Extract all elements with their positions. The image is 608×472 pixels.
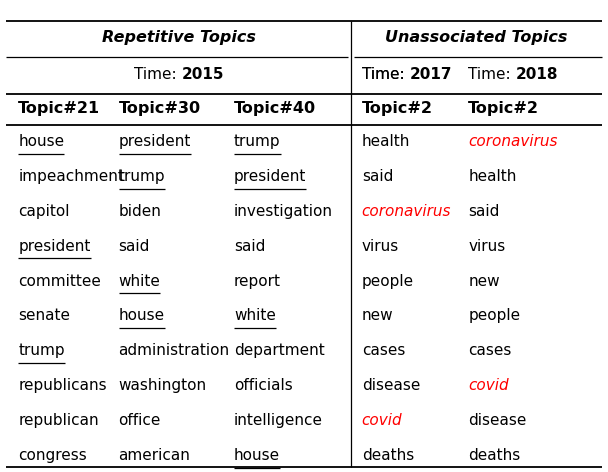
Text: president: president xyxy=(234,169,306,184)
Text: said: said xyxy=(468,204,500,219)
Text: Topic#30: Topic#30 xyxy=(119,101,201,116)
Text: said: said xyxy=(119,239,150,254)
Text: president: president xyxy=(18,239,91,254)
Text: intelligence: intelligence xyxy=(234,413,323,428)
Text: coronavirus: coronavirus xyxy=(362,204,451,219)
Text: coronavirus: coronavirus xyxy=(468,134,558,149)
Text: Topic#2: Topic#2 xyxy=(362,101,433,116)
Text: president: president xyxy=(119,134,191,149)
Text: Repetitive Topics: Repetitive Topics xyxy=(102,30,256,45)
Text: cases: cases xyxy=(362,343,405,358)
Text: 2015: 2015 xyxy=(181,67,224,82)
Text: Topic#2: Topic#2 xyxy=(468,101,539,116)
Text: republicans: republicans xyxy=(18,378,107,393)
Text: virus: virus xyxy=(362,239,399,254)
Text: senate: senate xyxy=(18,309,71,323)
Text: trump: trump xyxy=(18,343,65,358)
Text: Time:: Time: xyxy=(468,67,516,82)
Text: biden: biden xyxy=(119,204,162,219)
Text: house: house xyxy=(119,309,165,323)
Text: Time:: Time: xyxy=(362,67,409,82)
Text: Time:: Time: xyxy=(362,67,409,82)
Text: Topic#40: Topic#40 xyxy=(234,101,316,116)
Text: Topic#21: Topic#21 xyxy=(18,101,100,116)
Text: cases: cases xyxy=(468,343,511,358)
Text: Unassociated Topics: Unassociated Topics xyxy=(385,30,568,45)
Text: new: new xyxy=(362,309,393,323)
Text: office: office xyxy=(119,413,161,428)
Text: said: said xyxy=(234,239,266,254)
Text: deaths: deaths xyxy=(362,448,414,463)
Text: deaths: deaths xyxy=(468,448,520,463)
Text: american: american xyxy=(119,448,190,463)
Text: people: people xyxy=(362,274,414,288)
Text: covid: covid xyxy=(468,378,509,393)
Text: house: house xyxy=(18,134,64,149)
Text: congress: congress xyxy=(18,448,87,463)
Text: committee: committee xyxy=(18,274,101,288)
Text: health: health xyxy=(468,169,517,184)
Text: disease: disease xyxy=(468,413,527,428)
Text: new: new xyxy=(468,274,500,288)
Text: Time:: Time: xyxy=(134,67,181,82)
Text: disease: disease xyxy=(362,378,420,393)
Text: capitol: capitol xyxy=(18,204,70,219)
Text: people: people xyxy=(468,309,520,323)
Text: washington: washington xyxy=(119,378,207,393)
Text: investigation: investigation xyxy=(234,204,333,219)
Text: white: white xyxy=(234,309,276,323)
Text: report: report xyxy=(234,274,281,288)
Text: impeachment: impeachment xyxy=(18,169,124,184)
Text: trump: trump xyxy=(119,169,165,184)
Text: trump: trump xyxy=(234,134,281,149)
Text: covid: covid xyxy=(362,413,402,428)
Text: white: white xyxy=(119,274,161,288)
Text: republican: republican xyxy=(18,413,99,428)
Text: department: department xyxy=(234,343,325,358)
Text: 2018: 2018 xyxy=(516,67,558,82)
Text: health: health xyxy=(362,134,410,149)
Text: officials: officials xyxy=(234,378,293,393)
Text: administration: administration xyxy=(119,343,230,358)
Text: virus: virus xyxy=(468,239,505,254)
Text: said: said xyxy=(362,169,393,184)
Text: house: house xyxy=(234,448,280,463)
Text: 2017: 2017 xyxy=(409,67,452,82)
